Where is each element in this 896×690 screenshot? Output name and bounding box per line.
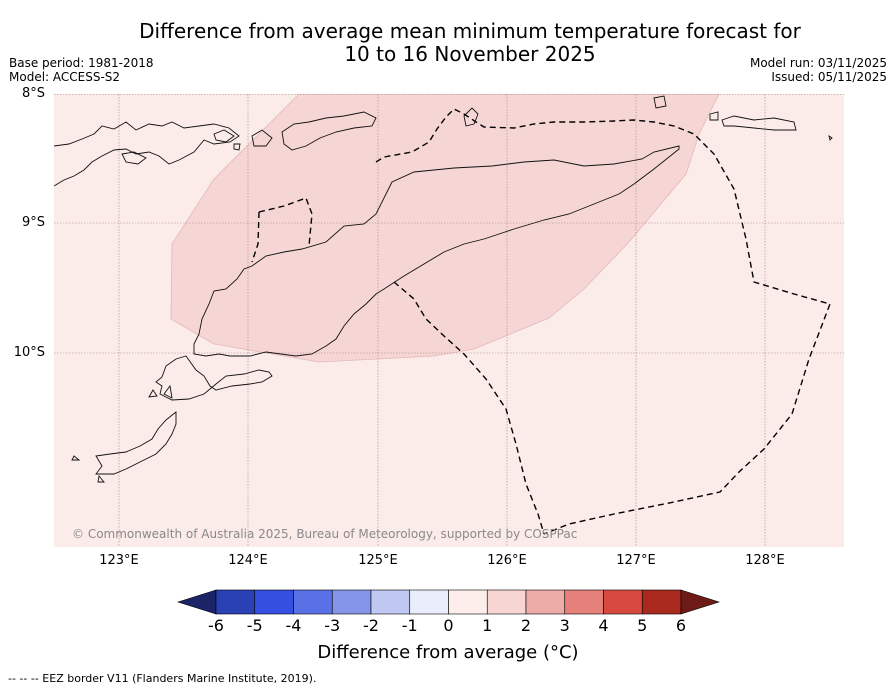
lembata-coastline: [213, 129, 235, 143]
lat-label-10s: 10°S: [13, 345, 45, 360]
colorbar-bin: [370, 589, 411, 615]
colorbar-bin: [486, 589, 527, 615]
eez-timor-leste: [375, 108, 831, 535]
coastlines: [54, 95, 833, 483]
eez-borders: [251, 108, 831, 535]
colorbar-title: Difference from average (°C): [317, 642, 579, 663]
island-small: [233, 143, 241, 151]
colorbar-extend-high: [680, 589, 720, 615]
colorbar-tick-label: 4: [598, 616, 609, 635]
colorbar-tick-label: 1: [482, 616, 493, 635]
colorbar-bin: [525, 589, 566, 615]
colorbar-tick-label: -1: [401, 616, 418, 635]
graticule: [54, 94, 844, 547]
island-small: [97, 474, 105, 483]
lat-label-9s: 9°S: [21, 215, 45, 230]
eez-oecusse-west: [251, 211, 260, 263]
base-period: Base period: 1981-2018: [9, 56, 154, 70]
lon-label-127e: 127°E: [616, 553, 656, 568]
lon-label-123e: 123°E: [99, 553, 139, 568]
colorbar-tick-label: -5: [246, 616, 263, 635]
model-name: Model: ACCESS-S2: [9, 70, 121, 84]
colorbar-tick-label: 2: [520, 616, 532, 635]
island-east-small: [709, 111, 719, 121]
colorbar-bin: [641, 589, 682, 615]
colorbar-bin: [564, 589, 604, 615]
wetar-coastline: [653, 95, 667, 109]
colorbar-tick-label: 0: [443, 616, 454, 635]
island-east-coastline: [721, 115, 797, 131]
flores-coastline: [54, 121, 240, 187]
map-frame: [54, 94, 844, 547]
colorbar-tick-label: 5: [637, 616, 648, 635]
colorbar-bin: [254, 589, 294, 615]
colorbar-tick-label: 6: [675, 616, 687, 635]
colorbar-bin: [448, 589, 488, 615]
lat-label-8s: 8°S: [21, 86, 45, 101]
model-run: Model run: 03/11/2025: [749, 56, 887, 70]
title-line-1: Difference from average mean minimum tem…: [139, 19, 801, 43]
rote-coastline: [155, 355, 273, 401]
raijua-coastline: [71, 455, 81, 461]
island-far-east: [828, 134, 833, 141]
colorbar-tick-label: -6: [208, 616, 224, 635]
title-line-2: 10 to 16 November 2025: [344, 42, 596, 66]
colorbar: [177, 589, 720, 615]
colorbar-tick-label: -3: [324, 616, 341, 635]
colorbar-bin: [409, 589, 449, 615]
lon-label-125e: 125°E: [358, 553, 398, 568]
colorbar-extend-low: [177, 589, 217, 615]
eez-legend: -- -- -- EEZ border V11 (Flanders Marine…: [8, 672, 317, 685]
colorbar-bin: [603, 589, 643, 615]
atauro-coastline: [463, 107, 479, 127]
colorbar-tick-label: 3: [559, 616, 570, 635]
copyright-credit: © Commonwealth of Australia 2025, Bureau…: [72, 527, 578, 541]
colorbar-bin: [215, 589, 256, 615]
island-small: [148, 389, 158, 398]
pantar-coastline: [251, 129, 273, 147]
colorbar-tick-label: -2: [363, 616, 379, 635]
colorbar-bin: [331, 589, 372, 615]
meta-left: Base period: 1981-2018 Model: ACCESS-S2: [9, 56, 154, 84]
map-title: Difference from average mean minimum tem…: [90, 20, 850, 66]
sawu-coastline: [95, 411, 177, 475]
eez-joint: [393, 281, 545, 535]
island-small: [163, 384, 173, 399]
solor-coastline: [121, 151, 147, 165]
colorbar-bin: [293, 589, 333, 615]
timor-coastline: [193, 145, 680, 357]
meta-right: Model run: 03/11/2025 Issued: 05/11/2025: [750, 56, 887, 84]
lon-label-124e: 124°E: [228, 553, 268, 568]
alor-coastline: [281, 111, 377, 151]
issued-date: Issued: 05/11/2025: [771, 70, 887, 84]
colorbar-tick-label: -4: [285, 616, 302, 635]
lon-label-126e: 126°E: [487, 553, 527, 568]
map-panel: [54, 94, 844, 547]
lon-label-128e: 128°E: [745, 553, 785, 568]
anomaly-region: [170, 94, 720, 363]
